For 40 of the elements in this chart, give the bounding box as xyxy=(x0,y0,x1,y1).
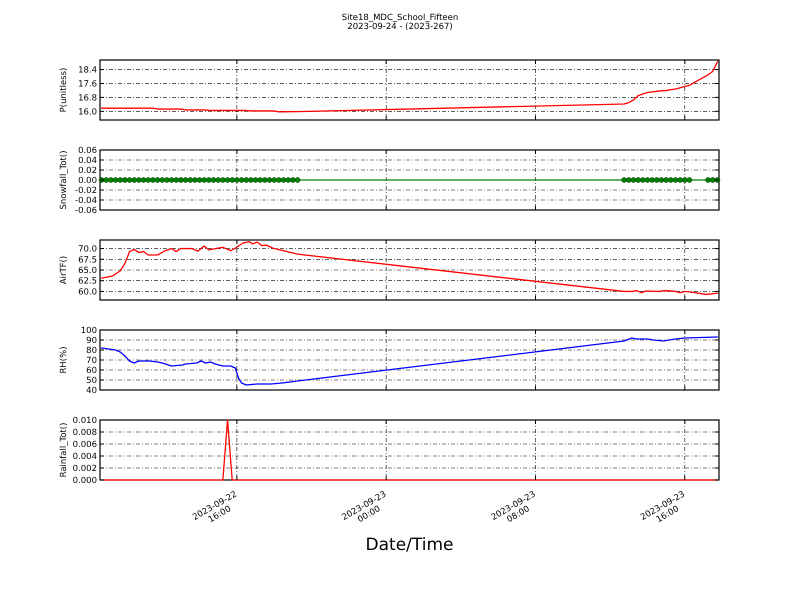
y-tick-label: 80 xyxy=(86,346,97,356)
y-tick-label: -0.02 xyxy=(75,186,97,196)
y-tick-label: 17.6 xyxy=(78,79,97,90)
line-series xyxy=(100,241,718,296)
y-tick-label: -0.04 xyxy=(75,196,97,206)
chart-title: Site18_MDC_School_Fifteen xyxy=(342,13,458,23)
y-tick-label: -0.06 xyxy=(75,206,97,216)
y-tick-label: 0.02 xyxy=(78,166,97,176)
y-tick-label: 65.0 xyxy=(78,266,97,276)
y-tick-label: 70 xyxy=(86,356,97,366)
y-axis-title: RH(%) xyxy=(59,346,69,374)
y-tick-label: 0.008 xyxy=(72,428,97,438)
y-tick-label: 100 xyxy=(80,326,97,336)
y-tick-label: 0.002 xyxy=(72,464,97,474)
y-tick-label: 18.4 xyxy=(78,66,97,76)
y-axis-title: AirTF() xyxy=(59,256,69,284)
y-axis-title: Snowfall_Tot() xyxy=(59,150,69,210)
y-tick-label: 50 xyxy=(86,376,97,386)
y-tick-label: 90 xyxy=(86,336,97,346)
y-tick-label: 40 xyxy=(86,386,97,396)
y-axis-title: P(unitless) xyxy=(59,68,69,112)
y-tick-label: 16.8 xyxy=(78,93,97,104)
y-tick-label: 67.5 xyxy=(78,255,97,266)
y-tick-label: 60.0 xyxy=(78,287,97,298)
y-tick-label: 0.04 xyxy=(78,156,97,166)
y-tick-label: 62.5 xyxy=(78,276,97,287)
y-tick-label: 0.010 xyxy=(72,416,97,426)
y-tick-label: 16.0 xyxy=(78,107,97,118)
y-axis-title: Rainfall_Tot() xyxy=(59,422,69,478)
y-tick-label: 0.000 xyxy=(72,476,97,486)
line-series xyxy=(100,61,718,112)
y-tick-label: 0.06 xyxy=(78,146,97,156)
chart-subtitle: 2023-09-24 - (2023-267) xyxy=(347,22,453,32)
y-tick-label: 60 xyxy=(86,366,97,376)
line-series xyxy=(100,336,718,386)
x-axis-title: Date/Time xyxy=(366,535,454,555)
y-tick-label: 70.0 xyxy=(78,244,97,255)
y-tick-label: 0.004 xyxy=(72,452,97,462)
y-tick-label: 0.006 xyxy=(72,440,97,450)
y-tick-label: 0.00 xyxy=(78,176,97,186)
